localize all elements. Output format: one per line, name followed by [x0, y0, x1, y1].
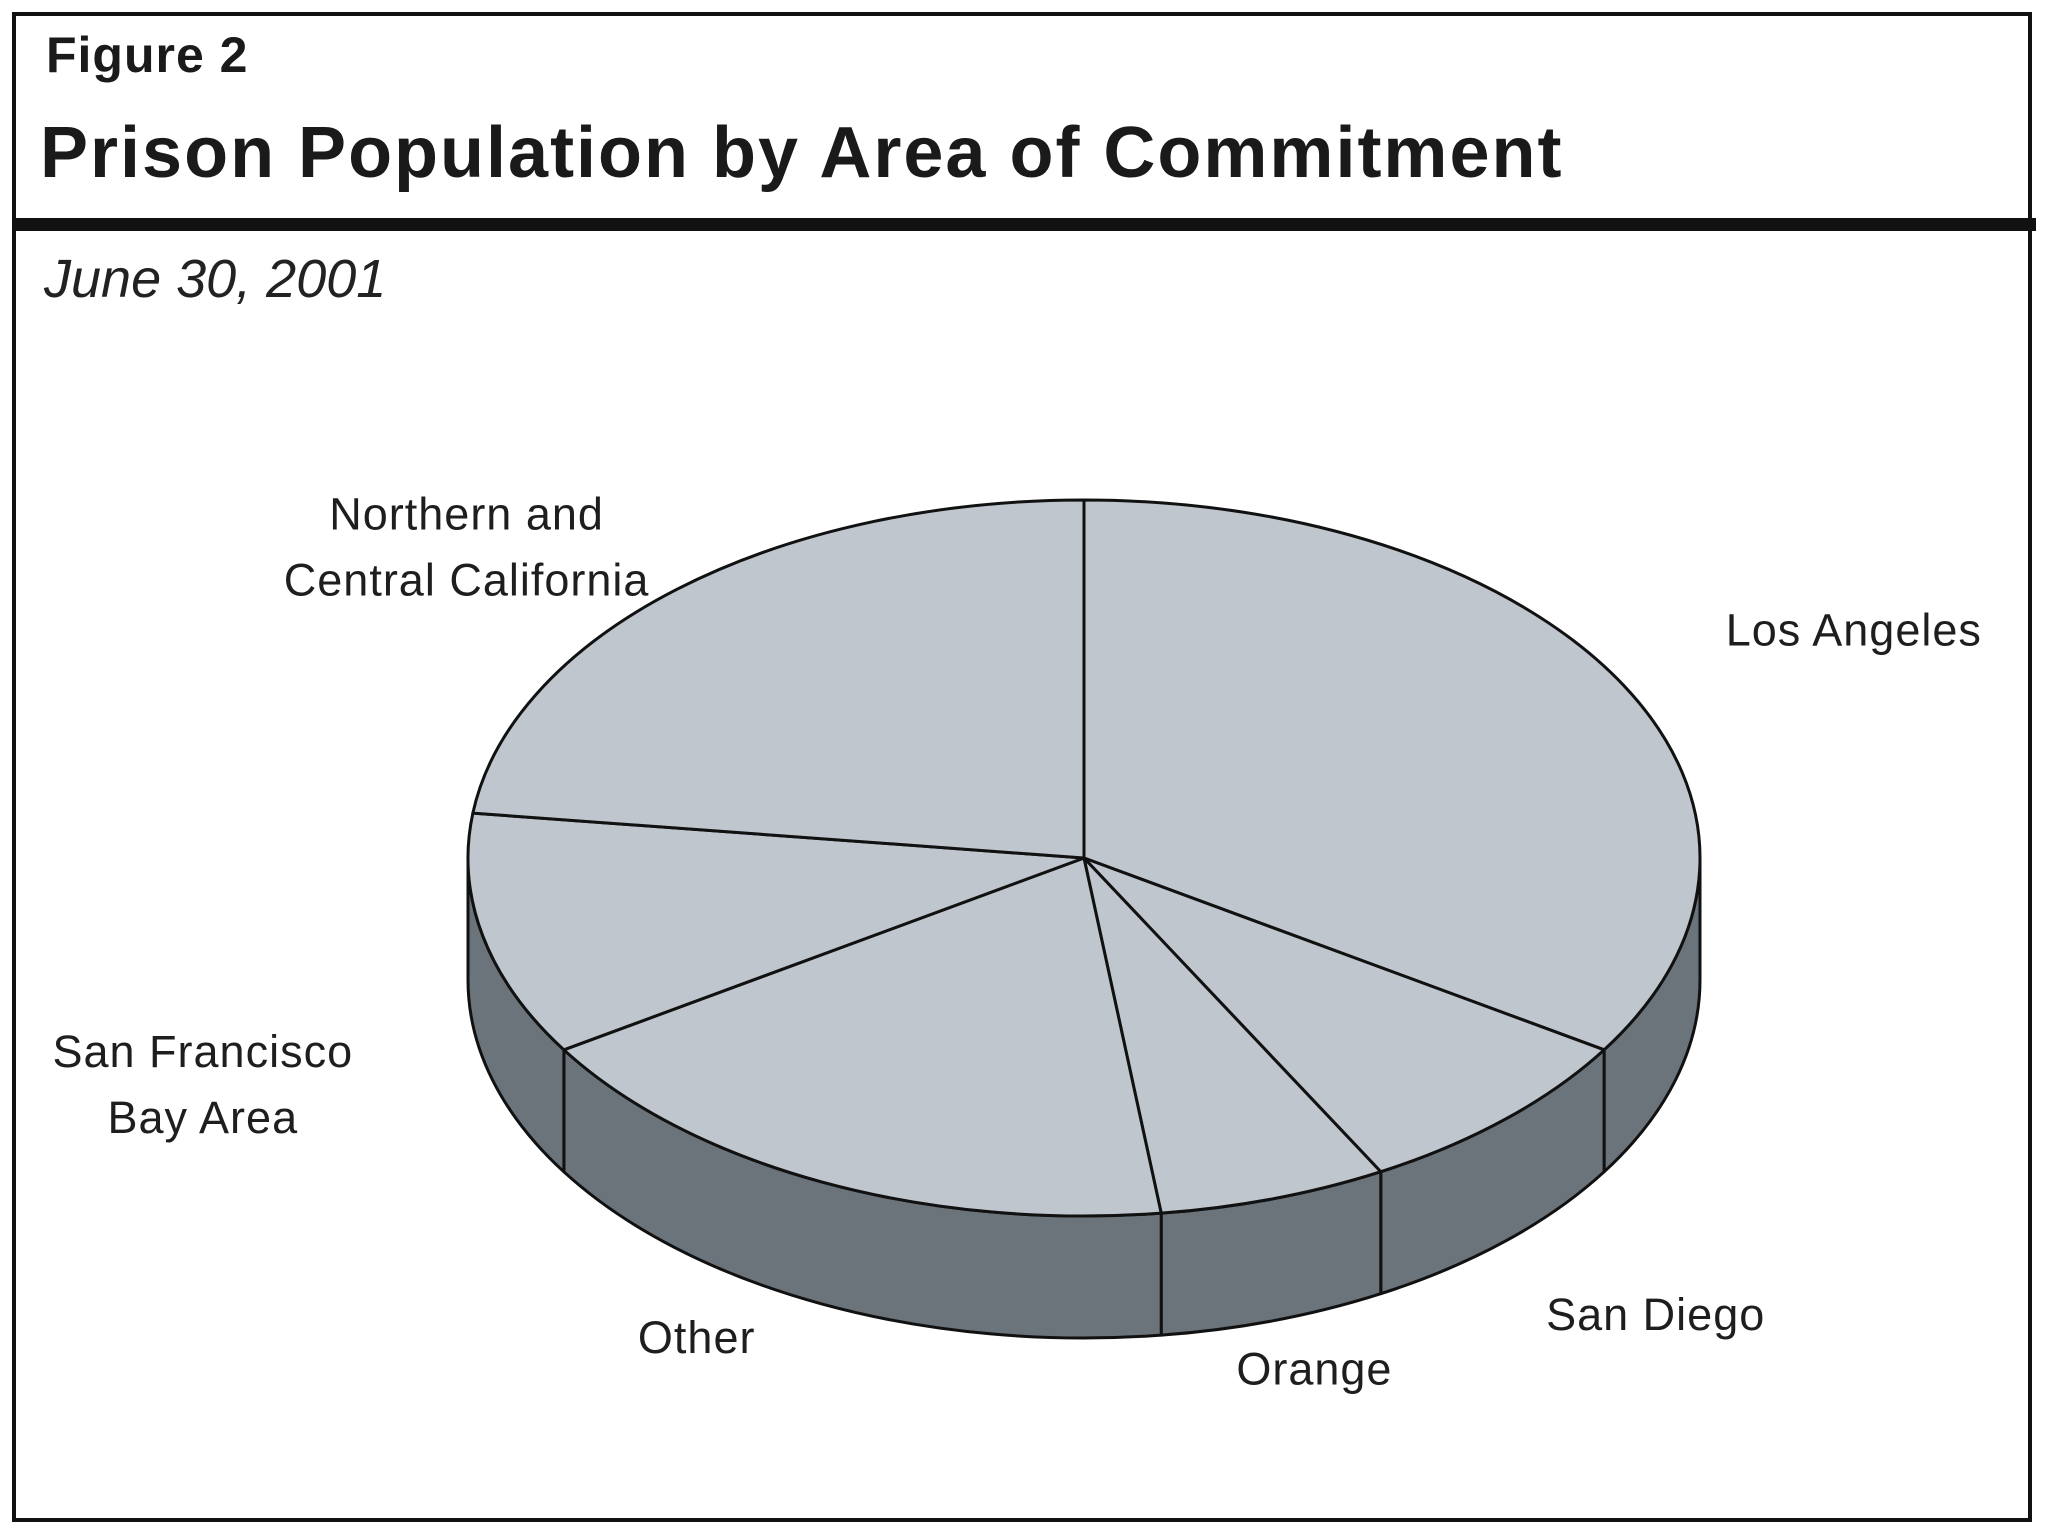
- label-san-francisco-bay-area-line-1: San Francisco: [52, 1026, 353, 1077]
- pie-slice-san-francisco-bay-area: [466, 811, 1086, 1052]
- label-san-francisco-bay-area: San Francisco Bay Area: [52, 1026, 353, 1143]
- label-northern-and-central-california: Northern and Central California: [284, 489, 650, 606]
- title-rule: [12, 218, 2036, 231]
- pie-top: [466, 498, 1702, 1218]
- label-other-line-1: Other: [638, 1312, 756, 1363]
- label-los-angeles: Los Angeles: [1726, 605, 1982, 656]
- figure-title: Prison Population by Area of Commitment: [40, 113, 1564, 193]
- label-other: Other: [638, 1312, 756, 1363]
- label-san-diego-line-1: San Diego: [1546, 1289, 1765, 1340]
- label-orange-line-1: Orange: [1236, 1344, 1392, 1395]
- pie-sides: [466, 856, 1702, 1340]
- label-san-diego: San Diego: [1546, 1289, 1765, 1340]
- pie-slice-northern-and-central-california: [471, 498, 1086, 860]
- label-northern-and-central-california-line-1: Northern and: [329, 489, 604, 540]
- figure-subtitle: June 30, 2001: [44, 249, 387, 309]
- label-northern-and-central-california-line-2: Central California: [284, 555, 650, 606]
- pie-slice-los-angeles: [1082, 498, 1702, 1052]
- pie-slice-orange: [1082, 856, 1383, 1215]
- pie-slice-san-diego: [1082, 856, 1606, 1174]
- figure-label: Figure 2: [46, 27, 249, 83]
- pie-labels: Los Angeles San Diego Orange Other San Franc…: [52, 489, 1982, 1395]
- label-los-angeles-line-1: Los Angeles: [1726, 605, 1982, 656]
- label-orange: Orange: [1236, 1344, 1392, 1395]
- pie-slice-other: [562, 856, 1163, 1218]
- label-san-francisco-bay-area-line-2: Bay Area: [107, 1092, 298, 1143]
